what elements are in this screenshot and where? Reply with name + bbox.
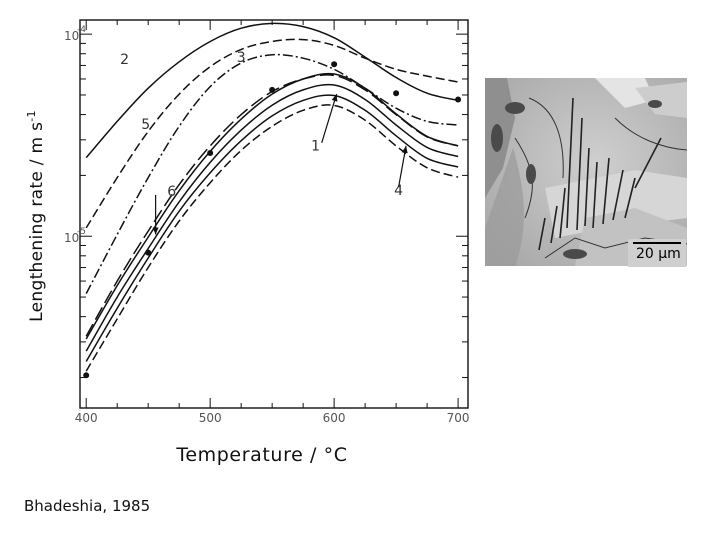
micrograph-image	[485, 78, 687, 266]
data-point	[455, 96, 462, 103]
curve-label-4: 4	[394, 183, 403, 199]
data-point	[331, 61, 338, 68]
arrowhead-1	[331, 94, 338, 102]
data-point	[269, 86, 276, 93]
y-tick-label: 10	[64, 231, 79, 245]
curve-3	[85, 38, 459, 229]
curve-5	[85, 53, 459, 294]
data-point	[393, 90, 400, 97]
y-tick-exponent: -5	[77, 227, 86, 237]
figure-credit: Bhadeshia, 1985	[24, 497, 151, 515]
arrow-1	[321, 93, 338, 143]
y-axis-label: Lengthening rate / m s-1	[25, 110, 47, 322]
curve-label-6: 6	[167, 184, 176, 200]
curve-labels: 2 3 5 6 1 4	[120, 50, 408, 235]
x-tick-label: 700	[447, 411, 470, 425]
scale-bar	[633, 242, 681, 244]
curve-4	[85, 104, 459, 372]
curve-label-2: 2	[120, 52, 129, 68]
data-points	[83, 61, 462, 379]
data-point	[207, 150, 214, 157]
curve-label-3: 3	[237, 50, 246, 66]
curve-label-1: 1	[311, 139, 320, 155]
curve-label-5: 5	[141, 117, 150, 133]
curve-1b	[85, 72, 459, 340]
curve-2	[85, 22, 459, 159]
x-tick-label: 500	[199, 411, 222, 425]
scale-bar-label: 20 μm	[636, 246, 681, 262]
y-tick-exponent: -4	[77, 25, 86, 35]
y-tick-label: 10	[64, 29, 79, 43]
data-point	[83, 372, 90, 379]
arrowhead-6	[152, 227, 159, 235]
x-tick-label: 400	[75, 411, 98, 425]
plot-border	[79, 19, 469, 409]
data-point	[145, 249, 152, 256]
curve-6	[85, 74, 459, 337]
curve-1	[85, 94, 459, 362]
plot-frame	[79, 19, 469, 409]
curve-1a	[85, 83, 459, 352]
x-tick-label: 600	[323, 411, 346, 425]
x-axis-label: Temperature / °C	[176, 444, 348, 466]
arrowhead-4	[401, 145, 408, 154]
